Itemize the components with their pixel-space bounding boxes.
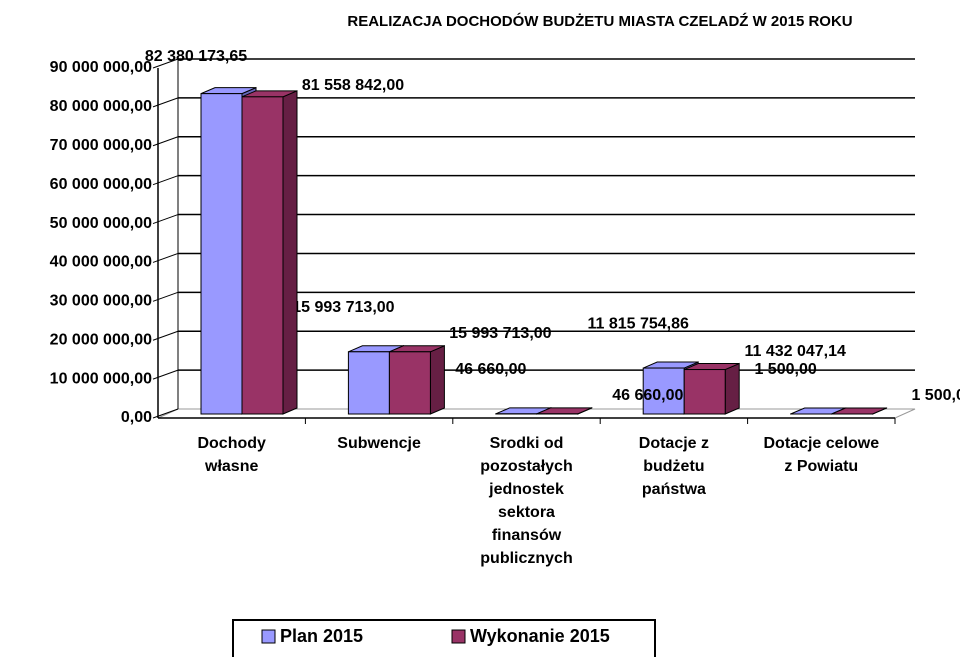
x-tick-line: Srodki od (490, 435, 564, 452)
data-label: 46 660,00 (612, 387, 683, 404)
y-tick-label: 30 000 000,00 (50, 293, 152, 310)
tick-mark (152, 214, 179, 225)
tick-mark (152, 136, 179, 147)
bar (831, 407, 888, 415)
data-label: 11 815 754,86 (587, 315, 689, 332)
tick-mark (152, 175, 179, 186)
bar-front (683, 369, 726, 415)
x-tick-label: Srodki od pozostałych jednostek sektora fina… (480, 435, 572, 567)
x-tick-line: sektora (498, 504, 555, 521)
legend-label: Plan 2015 (280, 626, 363, 646)
y-tick-label: 10 000 000,00 (50, 370, 152, 387)
y-tick-label: 20 000 000,00 (50, 331, 152, 348)
data-label: 1 500,00 (754, 361, 816, 378)
x-tick-line: finansów (492, 527, 562, 544)
bar (683, 362, 740, 415)
x-tick-line: z Powiatu (784, 458, 858, 475)
y-tick-label: 60 000 000,00 (50, 176, 152, 193)
x-tick-label: Dochody własne (197, 435, 266, 475)
x-tick-line: własne (204, 458, 258, 475)
y-tick-label: 40 000 000,00 (50, 254, 152, 271)
x-tick-label: Dotacje z budżetu państwa (639, 435, 709, 498)
data-label: 15 993 713,00 (449, 325, 551, 342)
y-tick-label: 0,00 (121, 409, 152, 426)
x-tick-line: Dotacje z (639, 435, 709, 452)
data-label: 15 993 713,00 (292, 299, 394, 316)
tick-mark (152, 252, 179, 263)
data-label: 1 500,00 (911, 387, 960, 404)
legend-swatch (451, 629, 466, 644)
x-tick-line: budżetu (643, 458, 704, 475)
tick-mark (152, 97, 179, 108)
data-label: 46 660,00 (455, 361, 526, 378)
bar (536, 407, 593, 415)
x-tick-line: pozostałych (480, 458, 572, 475)
x-tick-line: państwa (642, 481, 706, 498)
legend-label: Wykonanie 2015 (470, 626, 610, 646)
x-tick-line: Dochody (197, 435, 266, 452)
bar-front (388, 351, 431, 415)
tick-mark (152, 369, 179, 380)
bar-front (241, 96, 284, 415)
x-tick-line: Subwencje (337, 435, 421, 452)
bar-side (429, 345, 445, 415)
data-label: 81 558 842,00 (302, 77, 404, 94)
legend-swatch (261, 629, 276, 644)
x-tick-label: Dotacje celowe z Powiatu (763, 435, 879, 475)
bar-side (724, 362, 740, 415)
bar (241, 90, 298, 415)
data-label: 11 432 047,14 (744, 343, 846, 360)
tick-mark (152, 58, 179, 69)
y-tick-label: 90 000 000,00 (50, 59, 152, 76)
bar-front (200, 93, 243, 415)
x-tick-line: publicznych (480, 550, 572, 567)
x-tick-label: Subwencje (337, 435, 421, 452)
legend-box (232, 619, 656, 657)
x-tick-line: jednostek (488, 481, 564, 498)
chart-title: REALIZACJA DOCHODÓW BUDŻETU MIASTA CZELA… (347, 12, 852, 30)
bar (388, 345, 445, 415)
y-tick-label: 80 000 000,00 (50, 98, 152, 115)
tick-mark (152, 408, 179, 419)
data-label: 82 380 173,65 (145, 48, 247, 65)
x-tick-line: Dotacje celowe (763, 435, 879, 452)
bar-side (282, 90, 298, 415)
tick-mark (152, 291, 179, 302)
tick-mark (152, 330, 179, 341)
y-tick-label: 50 000 000,00 (50, 215, 152, 232)
y-tick-label: 70 000 000,00 (50, 137, 152, 154)
bar-front (347, 351, 390, 415)
